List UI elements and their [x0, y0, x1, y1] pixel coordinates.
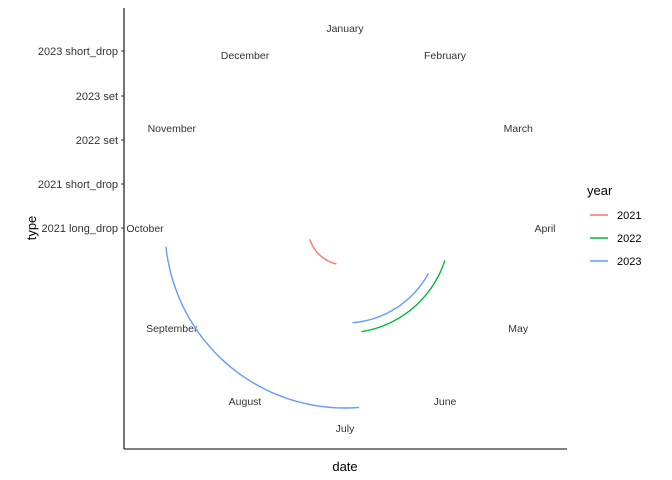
- y-tick-label: 2021 short_drop: [38, 179, 118, 191]
- month-label: January: [326, 23, 364, 35]
- month-labels: January February March April May June July Augu…: [126, 23, 555, 435]
- month-label: March: [504, 123, 533, 135]
- month-label: October: [126, 223, 164, 235]
- legend-label-2023: 2023: [617, 256, 641, 268]
- month-label: May: [508, 323, 529, 335]
- month-label: November: [148, 123, 197, 135]
- y-tick-label: 2023 set: [76, 91, 118, 103]
- series-arc-2023: [352, 272, 430, 324]
- series-arc-2022: [361, 260, 446, 333]
- y-tick-label: 2023 short_drop: [38, 46, 118, 58]
- month-label: February: [424, 50, 467, 62]
- month-label: June: [434, 396, 457, 408]
- data-arcs: [165, 239, 446, 409]
- y-tick-label: 2021 long_drop: [42, 223, 118, 235]
- month-label: December: [221, 50, 270, 62]
- y-axis-title: type: [24, 216, 39, 241]
- legend: year 2021 2022 2023: [587, 183, 641, 268]
- series-arc-2021: [309, 239, 337, 265]
- month-label: August: [229, 396, 262, 408]
- axes: 2021 long_drop 2021 short_drop 2022 set 202…: [38, 8, 567, 450]
- month-label: July: [336, 423, 355, 435]
- x-axis-title: date: [332, 459, 357, 474]
- month-label: April: [534, 223, 555, 235]
- series-arc-2023: [165, 246, 360, 409]
- month-label: September: [146, 323, 198, 335]
- legend-label-2021: 2021: [617, 210, 641, 222]
- y-tick-label: 2022 set: [76, 135, 118, 147]
- legend-label-2022: 2022: [617, 233, 641, 245]
- legend-title: year: [587, 183, 613, 198]
